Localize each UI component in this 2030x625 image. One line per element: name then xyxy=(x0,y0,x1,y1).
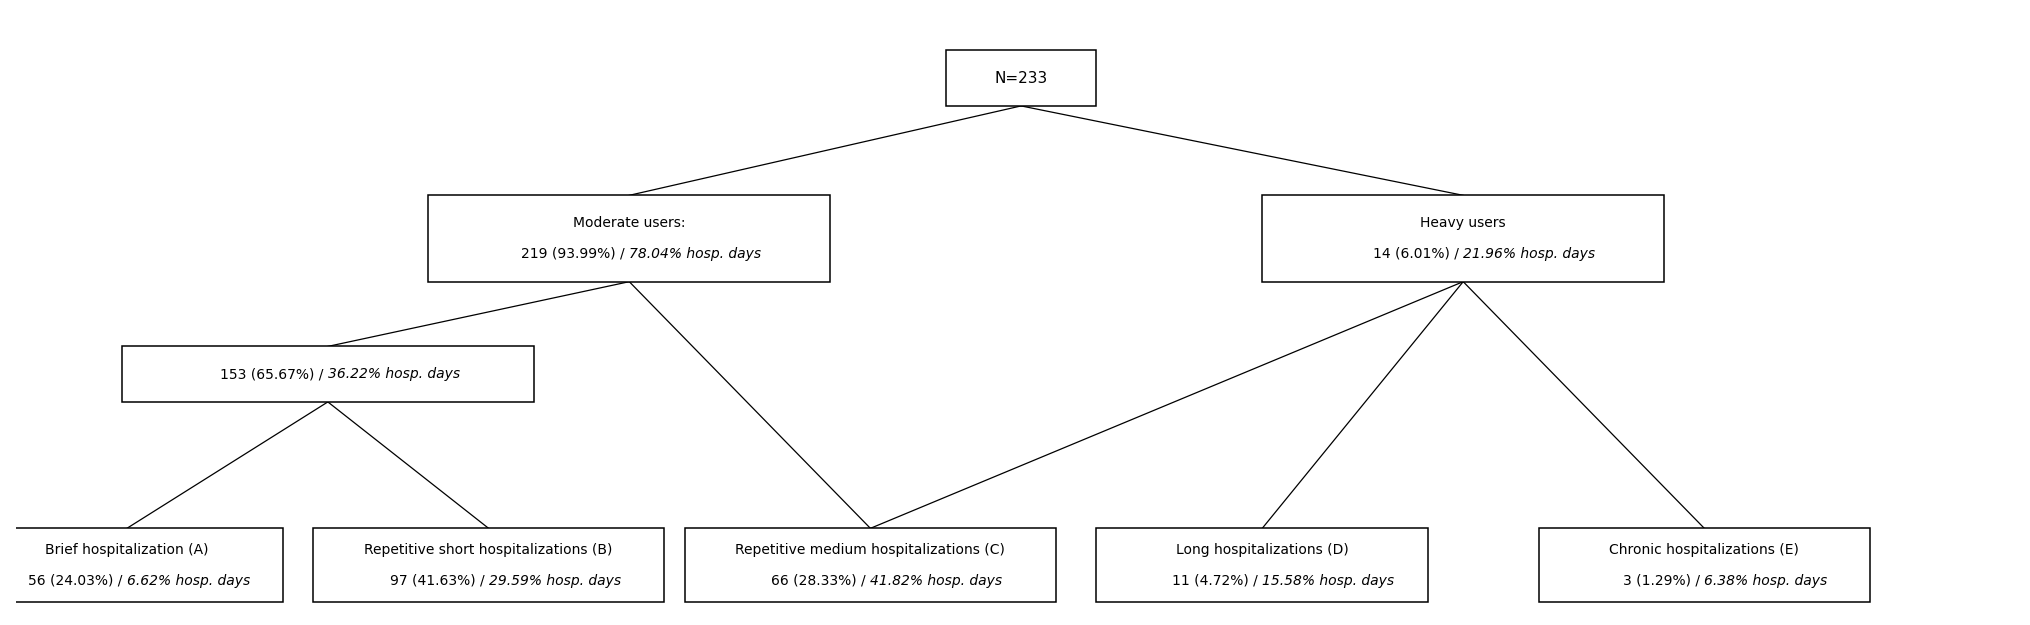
FancyBboxPatch shape xyxy=(946,51,1096,106)
Text: 15.58% hosp. days: 15.58% hosp. days xyxy=(1263,574,1395,588)
Text: 14 (6.01%) /: 14 (6.01%) / xyxy=(1372,247,1464,261)
Text: 6.38% hosp. days: 6.38% hosp. days xyxy=(1705,574,1827,588)
Text: Heavy users: Heavy users xyxy=(1421,216,1506,230)
Text: 6.62% hosp. days: 6.62% hosp. days xyxy=(128,574,250,588)
FancyBboxPatch shape xyxy=(684,528,1056,602)
Text: Long hospitalizations (D): Long hospitalizations (D) xyxy=(1175,543,1348,557)
FancyBboxPatch shape xyxy=(1539,528,1870,602)
Text: 21.96% hosp. days: 21.96% hosp. days xyxy=(1464,247,1596,261)
FancyBboxPatch shape xyxy=(1096,528,1427,602)
Text: 78.04% hosp. days: 78.04% hosp. days xyxy=(629,247,761,261)
FancyBboxPatch shape xyxy=(122,346,534,402)
Text: Chronic hospitalizations (E): Chronic hospitalizations (E) xyxy=(1610,543,1799,557)
Text: 29.59% hosp. days: 29.59% hosp. days xyxy=(489,574,621,588)
Text: N=233: N=233 xyxy=(995,71,1047,86)
Text: 11 (4.72%) /: 11 (4.72%) / xyxy=(1171,574,1263,588)
FancyBboxPatch shape xyxy=(0,528,282,602)
FancyBboxPatch shape xyxy=(1263,196,1665,282)
Text: 41.82% hosp. days: 41.82% hosp. days xyxy=(871,574,1003,588)
FancyBboxPatch shape xyxy=(313,528,664,602)
Text: 97 (41.63%) /: 97 (41.63%) / xyxy=(390,574,489,588)
Text: 153 (65.67%) /: 153 (65.67%) / xyxy=(219,367,329,381)
Text: 36.22% hosp. days: 36.22% hosp. days xyxy=(329,367,461,381)
Text: 66 (28.33%) /: 66 (28.33%) / xyxy=(771,574,871,588)
Text: 3 (1.29%) /: 3 (1.29%) / xyxy=(1622,574,1705,588)
Text: Brief hospitalization (A): Brief hospitalization (A) xyxy=(45,543,209,557)
Text: 56 (24.03%) /: 56 (24.03%) / xyxy=(28,574,128,588)
FancyBboxPatch shape xyxy=(428,196,830,282)
Text: Moderate users:: Moderate users: xyxy=(572,216,686,230)
Text: 219 (93.99%) /: 219 (93.99%) / xyxy=(522,247,629,261)
Text: Repetitive short hospitalizations (B): Repetitive short hospitalizations (B) xyxy=(365,543,613,557)
Text: Repetitive medium hospitalizations (C): Repetitive medium hospitalizations (C) xyxy=(735,543,1005,557)
